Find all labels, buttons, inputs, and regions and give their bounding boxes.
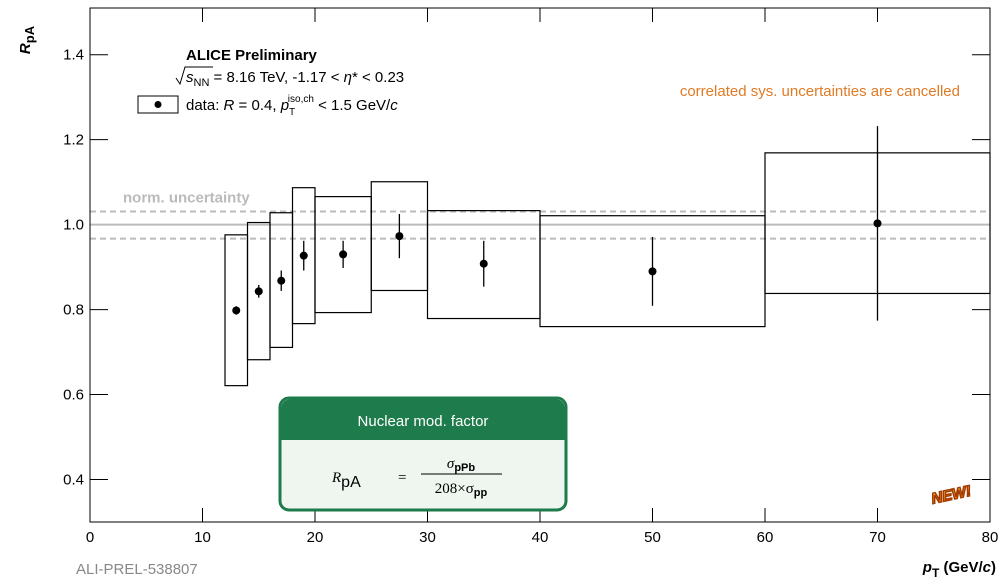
header: ALICE Preliminary (186, 47, 318, 64)
legend-part: T (289, 107, 295, 118)
energy-part: NN (194, 77, 210, 89)
x-axis-label: pT (GeV/c) (922, 559, 996, 580)
sqrt-sign (175, 66, 213, 86)
legend-label: data: R = 0.4, pTiso,ch < 1.5 GeV/c (186, 94, 398, 118)
legend-name: data: (186, 97, 219, 114)
annotation: correlated sys. uncertainties are cancel… (680, 83, 960, 100)
formula-denominator: 208×σpp (435, 481, 488, 499)
x-tick-label: 20 (307, 529, 324, 546)
data-point (339, 250, 348, 259)
formula-equals: = (398, 470, 406, 486)
legend-part: R (224, 97, 235, 114)
data-point (479, 259, 488, 268)
formula-title: Nuclear mod. factor (358, 413, 489, 430)
legend-part: p (280, 97, 289, 114)
formula-part: pp (474, 487, 488, 499)
x-tick-label: 60 (757, 529, 774, 546)
data-point (395, 232, 404, 241)
x-tick-label: 70 (869, 529, 886, 546)
footer: ALI-PREL-538807 (76, 561, 198, 578)
energy-part: * < 0.23 (352, 69, 404, 86)
legend-part: c (390, 97, 398, 114)
x-tick-label: 10 (194, 529, 211, 546)
energy-part: s (186, 69, 194, 86)
formula-part: 208×σ (435, 481, 474, 497)
axis-label-part: ) (991, 559, 996, 576)
energy-part: = 8.16 TeV, -1.17 < (209, 69, 343, 86)
formula-numerator: σpPb (447, 456, 475, 474)
formula-lhs: RpA (331, 470, 361, 491)
energy: sNN = 8.16 TeV, -1.17 < η* < 0.23 (186, 69, 404, 89)
formula-part: pA (341, 474, 361, 491)
formula-part: σ (447, 456, 455, 472)
y-tick-label: 0.4 (63, 472, 84, 489)
y-axis-label: RpA (17, 25, 37, 54)
y-tick-label: 1.4 (63, 47, 84, 64)
data-point (277, 276, 286, 285)
formula-box: Nuclear mod. factor RpA = σpPb 208×σpp (278, 396, 568, 512)
axis-label-part: c (983, 559, 992, 576)
formula-header (281, 399, 565, 440)
energy-part: η (344, 69, 352, 86)
data-point (873, 219, 882, 228)
axis-label-part: (GeV/ (939, 559, 983, 576)
y-tick-label: 1.0 (63, 217, 84, 234)
axis-label-part: pA (22, 25, 37, 43)
data-point (299, 251, 308, 260)
frame (89, 7, 991, 523)
x-tick-label: 50 (644, 529, 661, 546)
formula-part: R (331, 470, 341, 486)
x-tick-label: 40 (532, 529, 549, 546)
legend-part: < 1.5 GeV/ (314, 97, 391, 114)
axis-label-part: T (932, 566, 940, 580)
y-tick-label: 0.8 (63, 302, 84, 319)
data-point (254, 287, 263, 296)
data-point (648, 267, 657, 276)
axis-label-part: p (922, 559, 932, 576)
y-tick-label: 1.2 (63, 132, 84, 149)
axis-label-part: R (17, 43, 34, 54)
new-badge: NEW! (930, 483, 973, 508)
x-tick-label: 30 (419, 529, 436, 546)
norm-label: norm. uncertainty (123, 189, 250, 206)
legend-part: = 0.4, (234, 97, 280, 114)
x-tick-label: 0 (86, 529, 94, 546)
plot-area: norm. uncertainty (89, 8, 991, 522)
legend-part: iso,ch (288, 94, 314, 105)
formula-part: pPb (454, 462, 475, 474)
data-point (232, 306, 241, 315)
legend-marker (154, 101, 162, 108)
x-tick-label: 80 (982, 529, 999, 546)
y-tick-label: 0.6 (63, 387, 84, 404)
